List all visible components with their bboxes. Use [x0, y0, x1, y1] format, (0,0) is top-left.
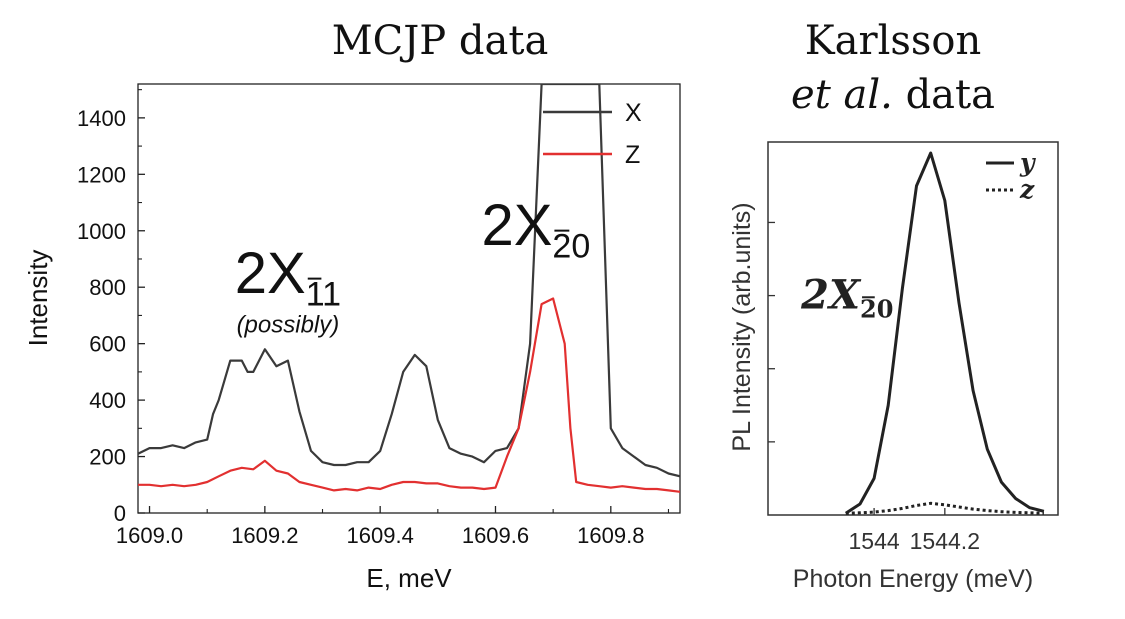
- right-x-axis-label: Photon Energy (meV): [793, 565, 1033, 593]
- svg-text:2X11: 2X11: [235, 241, 341, 314]
- legend-label-x: X: [625, 99, 642, 127]
- series-line-y: [844, 151, 1045, 515]
- svg-text:2X20: 2X20: [481, 193, 590, 266]
- right-plot-frame: [767, 141, 1059, 516]
- right-title-line1: Karlsson: [805, 18, 982, 64]
- left-x-tick-label: 1609.4: [347, 523, 414, 548]
- right-x-tick-label: 1544.2: [910, 528, 980, 554]
- left-x-tick-label: 1609.8: [577, 523, 644, 548]
- peak-label-2x20-main: 2X: [481, 193, 552, 258]
- series-line-z: [138, 297, 680, 493]
- peak-label-2x20-right: 2X20: [800, 271, 893, 323]
- peak-label-2x11-subscript: 11: [306, 276, 341, 314]
- left-y-tick-label: 800: [89, 275, 126, 300]
- left-y-tick-label: 600: [89, 332, 126, 357]
- left-x-tick-label: 1609.0: [116, 523, 183, 548]
- right-title-data: data: [893, 72, 995, 118]
- svg-text:2X20: 2X20: [800, 271, 893, 323]
- peak-label-2x20-subscript: 20: [552, 228, 590, 266]
- left-y-tick-label: 1400: [77, 106, 126, 131]
- left-y-tick-label: 400: [89, 388, 126, 413]
- left-plot-frame: [137, 83, 681, 514]
- peak-label-2x20-right-subscript: 20: [860, 294, 893, 323]
- left-y-tick-label: 1000: [77, 219, 126, 244]
- peak-label-2x20: 2X20: [481, 193, 590, 266]
- peak-label-2x11: 2X11: [235, 241, 341, 314]
- left-y-axis-label: Intensity: [23, 250, 53, 347]
- left-y-tick-label: 200: [89, 445, 126, 470]
- left-y-tick-label: 1200: [77, 162, 126, 187]
- right-x-tick-label: 1544: [849, 528, 900, 554]
- left-x-tick-label: 1609.6: [462, 523, 529, 548]
- left-chart: 1609.0 1609.2 1609.4 1609.6 1609.8 0 200 400 600…: [23, 83, 681, 593]
- series-line-x: [138, 84, 680, 478]
- right-y-axis-label: PL Intensity (arb.units): [728, 202, 756, 451]
- annotation-possibly: (possibly): [237, 311, 340, 338]
- left-title: MCJP data: [332, 18, 549, 64]
- right-title-etal: et al.: [791, 72, 893, 118]
- peak-label-2x11-main: 2X: [235, 241, 306, 306]
- left-x-tick-label: 1609.2: [231, 523, 298, 548]
- peak-label-2x20-right-main: 2X: [800, 271, 862, 318]
- legend-label-z: Z: [625, 141, 640, 169]
- legend-label-z: z: [1019, 175, 1035, 204]
- left-x-axis-label: E, meV: [366, 563, 452, 593]
- left-y-tick-label: 0: [114, 501, 126, 526]
- right-title-line2: et al. data: [791, 72, 995, 118]
- right-chart: 1544 1544.2 yz 2X20 Photon Energy (meV) P…: [728, 141, 1059, 593]
- legend-label-y: y: [1019, 148, 1036, 177]
